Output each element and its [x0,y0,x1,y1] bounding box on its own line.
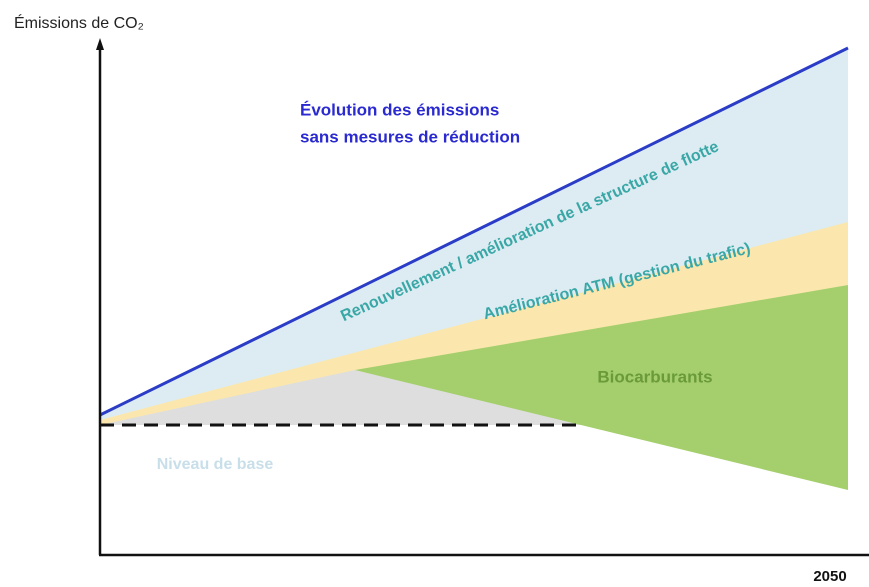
base-label: Niveau de base [157,456,274,473]
x-axis-end: 2050 [813,568,846,585]
trend-line [99,46,849,417]
biofuel-band [355,285,848,490]
trend-title: sans mesures de réduction [300,127,520,146]
trend-title: Évolution des émissions [300,100,499,119]
biofuel-label: Biocarburants [597,367,712,386]
base-band [100,370,590,425]
y-axis-label: Émissions de CO₂ [14,13,144,32]
atm-band [100,222,848,425]
y-axis-arrow [96,38,104,50]
